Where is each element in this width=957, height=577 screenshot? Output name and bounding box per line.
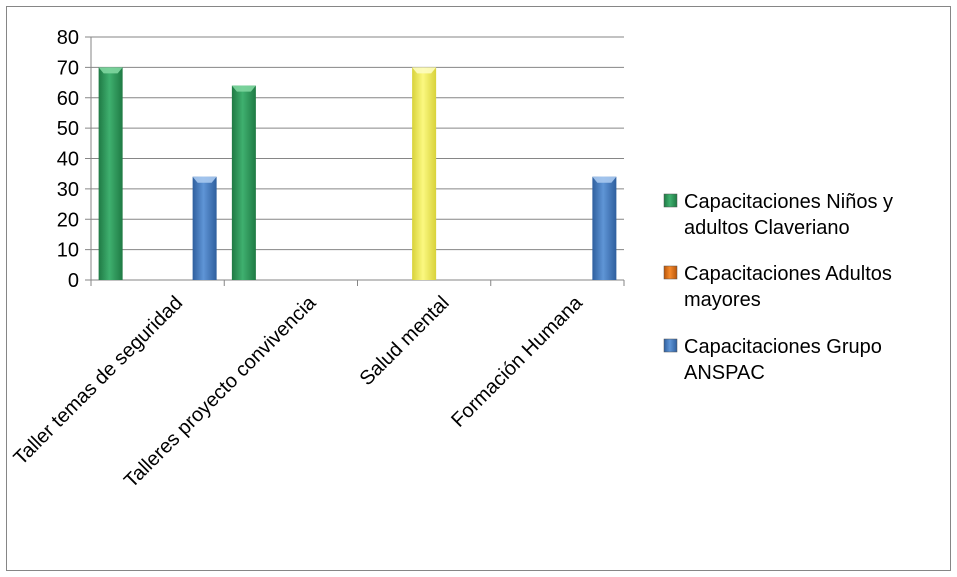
bar-chart: 0 10 20 30 40 50 60 70 80 Taller temas de seguri… <box>10 27 893 492</box>
y-tick-label: 20 <box>57 209 79 231</box>
axes <box>85 36 625 286</box>
legend-label: adultos Claveriano <box>684 217 850 239</box>
legend-label: mayores <box>684 289 761 311</box>
y-tick-label: 0 <box>68 270 79 292</box>
legend-label: Capacitaciones Grupo <box>684 336 882 358</box>
legend-label: Capacitaciones Adultos <box>684 263 892 285</box>
bar-series-0-cat-1 <box>231 85 256 280</box>
x-category-label: Salud mental <box>356 292 454 390</box>
legend-entry: Capacitaciones Adultos mayores <box>663 263 892 311</box>
legend-swatch <box>663 338 678 353</box>
x-category-label: Formación Humana <box>447 291 587 431</box>
legend-entry: Capacitaciones Grupo ANSPAC <box>663 336 882 384</box>
y-tick-label: 80 <box>57 27 79 49</box>
legend-label: Capacitaciones Niños y <box>684 191 893 213</box>
y-tick-label: 50 <box>57 118 79 140</box>
y-tick-label: 10 <box>57 240 79 262</box>
bar-highlight-cat-2 <box>412 67 437 280</box>
bar-series-2-cat-3 <box>592 176 617 280</box>
legend-swatch <box>663 193 678 208</box>
y-tick-label: 60 <box>57 88 79 110</box>
bar-series-2-cat-0 <box>192 176 217 280</box>
bars <box>98 67 617 280</box>
chart-frame: 0 10 20 30 40 50 60 70 80 Taller temas de seguri… <box>6 6 951 571</box>
y-tick-labels: 0 10 20 30 40 50 60 70 80 <box>57 27 79 292</box>
legend-label: ANSPAC <box>684 362 765 384</box>
legend-swatch <box>663 265 678 280</box>
legend: Capacitaciones Niños y adultos Claveriano… <box>663 191 893 384</box>
legend-entry: Capacitaciones Niños y adultos Claveriano <box>663 191 893 239</box>
y-tick-label: 30 <box>57 179 79 201</box>
y-tick-label: 40 <box>57 149 79 171</box>
y-tick-label: 70 <box>57 57 79 79</box>
gridlines <box>91 36 624 251</box>
bar-series-0-cat-0 <box>98 67 123 280</box>
